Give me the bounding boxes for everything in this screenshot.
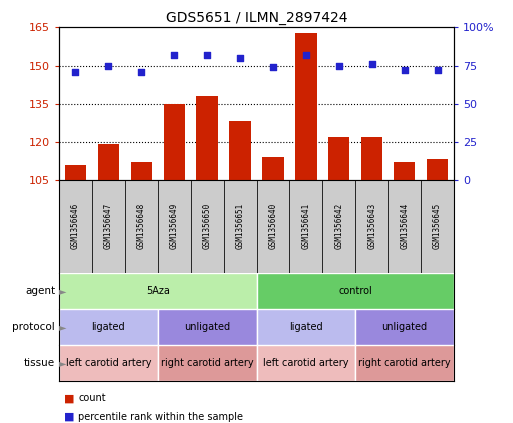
Text: GSM1356645: GSM1356645	[433, 203, 442, 250]
Bar	[394, 162, 416, 180]
Text: GSM1356647: GSM1356647	[104, 203, 113, 250]
Point	[401, 67, 409, 74]
Text: GSM1356651: GSM1356651	[235, 203, 245, 250]
Point	[269, 64, 277, 71]
Text: ►: ►	[60, 286, 67, 296]
Text: control: control	[339, 286, 372, 296]
Text: protocol: protocol	[12, 322, 55, 332]
Text: GSM1356649: GSM1356649	[170, 203, 179, 250]
Bar	[158, 309, 256, 345]
Point	[334, 62, 343, 69]
Point	[203, 52, 211, 58]
Point	[302, 52, 310, 58]
Bar	[59, 345, 158, 381]
Point	[71, 68, 80, 75]
Text: GSM1356643: GSM1356643	[367, 203, 376, 250]
Text: GSM1356641: GSM1356641	[301, 203, 310, 250]
Text: 5Aza: 5Aza	[146, 286, 170, 296]
Bar	[59, 309, 158, 345]
Bar	[92, 180, 125, 273]
Point	[236, 55, 244, 61]
Bar	[131, 162, 152, 180]
Bar	[256, 180, 289, 273]
Bar	[256, 309, 355, 345]
Text: GSM1356650: GSM1356650	[203, 203, 212, 250]
Bar	[322, 180, 355, 273]
Text: GSM1356648: GSM1356648	[137, 203, 146, 250]
Bar	[361, 137, 382, 180]
Text: agent: agent	[25, 286, 55, 296]
Bar	[355, 180, 388, 273]
Text: left carotid artery: left carotid artery	[66, 358, 151, 368]
Text: GSM1356646: GSM1356646	[71, 203, 80, 250]
Text: percentile rank within the sample: percentile rank within the sample	[78, 412, 244, 422]
Text: right carotid artery: right carotid artery	[358, 358, 451, 368]
Text: count: count	[78, 393, 106, 404]
Text: GSM1356644: GSM1356644	[400, 203, 409, 250]
Bar	[295, 33, 317, 180]
Text: GSM1356640: GSM1356640	[268, 203, 278, 250]
Bar	[125, 180, 158, 273]
Bar	[427, 159, 448, 180]
Text: ►: ►	[60, 358, 67, 368]
Bar	[196, 96, 218, 180]
Point	[137, 68, 145, 75]
Bar	[262, 157, 284, 180]
Bar	[224, 180, 256, 273]
Bar	[355, 309, 454, 345]
Text: tissue: tissue	[24, 358, 55, 368]
Text: ligated: ligated	[91, 322, 125, 332]
Text: left carotid artery: left carotid artery	[263, 358, 349, 368]
Text: ligated: ligated	[289, 322, 323, 332]
Text: unligated: unligated	[184, 322, 230, 332]
Bar	[164, 104, 185, 180]
Text: ■: ■	[64, 393, 74, 404]
Bar	[59, 273, 256, 309]
Bar	[289, 180, 322, 273]
Point	[104, 62, 112, 69]
Title: GDS5651 / ILMN_2897424: GDS5651 / ILMN_2897424	[166, 11, 347, 25]
Point	[170, 52, 179, 58]
Bar	[229, 121, 251, 180]
Text: right carotid artery: right carotid artery	[161, 358, 253, 368]
Bar	[256, 345, 355, 381]
Bar	[421, 180, 454, 273]
Point	[368, 60, 376, 67]
Text: ■: ■	[64, 412, 74, 422]
Bar	[328, 137, 349, 180]
Text: ►: ►	[60, 322, 67, 332]
Bar	[65, 165, 86, 180]
Bar	[191, 180, 224, 273]
Bar	[355, 345, 454, 381]
Bar	[388, 180, 421, 273]
Bar	[158, 345, 256, 381]
Bar	[256, 273, 454, 309]
Text: unligated: unligated	[382, 322, 428, 332]
Bar	[97, 144, 119, 180]
Text: GSM1356642: GSM1356642	[334, 203, 343, 250]
Bar	[59, 180, 92, 273]
Point	[433, 67, 442, 74]
Bar	[158, 180, 191, 273]
